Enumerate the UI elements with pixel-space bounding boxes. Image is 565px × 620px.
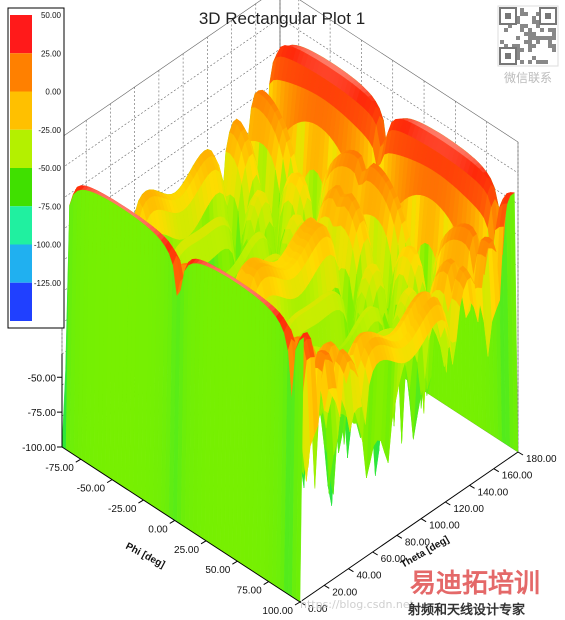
phi-tick-label: -75.00 xyxy=(45,463,74,474)
axes xyxy=(61,354,519,603)
url-watermark: https://blog.csdn.net xyxy=(300,598,415,611)
theta-tick-label: 180.00 xyxy=(526,454,557,465)
legend-swatch xyxy=(10,91,32,130)
legend-level-label: 25.00 xyxy=(41,49,62,58)
phi-tick-label: 75.00 xyxy=(237,586,262,597)
brand-watermark: 易迪拓培训 xyxy=(410,569,540,599)
theta-axis-line xyxy=(299,451,519,603)
phi-tick-label: 100.00 xyxy=(262,606,293,617)
color-legend: 50.00 25.00 0.00 -25.00 -50.00 -75.00 -100.00 -… xyxy=(7,7,65,329)
phi-tick-label: -50.00 xyxy=(77,484,106,495)
legend-level-label: -25.00 xyxy=(38,126,61,135)
phi-axis-line xyxy=(61,446,301,603)
legend-level-label: -100.00 xyxy=(34,241,62,250)
legend-swatch xyxy=(10,53,32,92)
theta-tick-label: 120.00 xyxy=(453,504,484,515)
wechat-watermark-text: 微信联系 xyxy=(504,71,552,85)
legend-level-label: 0.00 xyxy=(45,88,61,97)
theta-tick-label: 100.00 xyxy=(429,521,460,532)
theta-tick-label: 60.00 xyxy=(381,554,406,565)
legend-level-label: 50.00 xyxy=(41,11,62,20)
legend-swatch xyxy=(10,168,32,207)
phi-axis-ticks: -75.00-50.00-25.00 0.00 25.00 50.00 75.00100… xyxy=(45,458,301,617)
legend-swatch xyxy=(10,206,32,245)
z-axis-ticks: -100.00 -75.00 -50.00 xyxy=(22,373,62,454)
z-tick-label: -100.00 xyxy=(22,443,56,454)
theta-tick-label: 0.00 xyxy=(308,604,328,615)
legend-swatch xyxy=(10,129,32,168)
phi-tick-label: 50.00 xyxy=(205,565,230,576)
z-tick-label: -50.00 xyxy=(28,373,57,384)
chart-title: 3D Rectangular Plot 1 xyxy=(199,9,365,28)
surface-plot xyxy=(61,44,519,603)
theta-tick-label: 140.00 xyxy=(478,487,509,498)
legend-swatch xyxy=(10,244,32,283)
theta-tick-label: 160.00 xyxy=(502,471,533,482)
legend-level-label: -50.00 xyxy=(38,164,61,173)
theta-tick-label: 40.00 xyxy=(356,571,381,582)
legend-level-label: -75.00 xyxy=(38,202,61,211)
legend-swatch xyxy=(10,282,32,321)
phi-tick-label: 25.00 xyxy=(174,545,199,556)
legend-swatch xyxy=(10,15,32,54)
theta-tick-label: 80.00 xyxy=(405,537,430,548)
theta-tick-label: 20.00 xyxy=(332,587,357,598)
qr-code-watermark: 微信联系 xyxy=(497,5,559,85)
phi-tick-label: 0.00 xyxy=(148,524,168,535)
legend-level-label: -125.00 xyxy=(34,279,62,288)
brand-subtitle-watermark: 射频和天线设计专家 xyxy=(407,602,526,618)
z-tick-label: -75.00 xyxy=(28,408,57,419)
phi-tick-label: -25.00 xyxy=(108,504,137,515)
